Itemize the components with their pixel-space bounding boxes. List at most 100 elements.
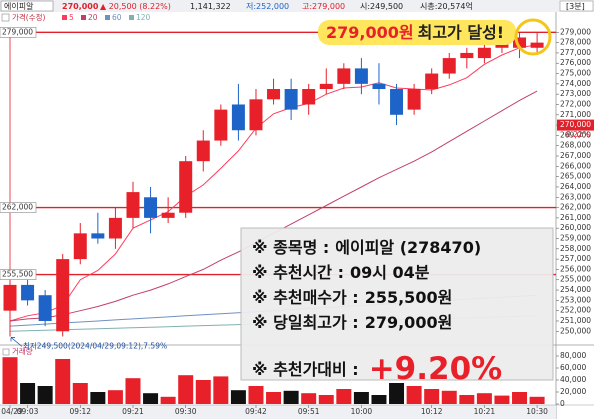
low-annotation: 최저249,500(2024/04/29,09:12),7.59%: [23, 340, 167, 350]
y-tick-label: 275,000: [560, 69, 591, 78]
info-value: 09시 04분: [350, 263, 430, 282]
legend-label: 가격(수정): [12, 12, 46, 22]
candle-body: [38, 295, 52, 321]
volume-bar: [72, 383, 88, 404]
y-tick-label: 259,000: [560, 234, 591, 243]
volume-bar: [283, 390, 299, 404]
volume-bar: [301, 393, 317, 404]
y-tick-label: 269,000: [560, 130, 591, 139]
legend-item: 60: [112, 13, 122, 22]
info-value: 255,500원: [365, 288, 453, 307]
candle-body: [196, 140, 210, 162]
day-high: 고:279,000: [302, 2, 345, 11]
volume-bar: [441, 390, 457, 404]
volume-bar: [213, 376, 229, 404]
volume-icon: [2, 348, 10, 356]
candle-body: [3, 284, 17, 311]
callout-box: [318, 20, 516, 45]
volume-bar: [494, 395, 510, 404]
volume-bar: [37, 386, 53, 404]
callout-price: 279,000원: [326, 23, 414, 42]
volume-bar: [389, 383, 405, 404]
volume-label: 거래량: [12, 347, 33, 356]
y-tick-label: 254,000: [560, 285, 591, 294]
volume-bar: [160, 396, 176, 404]
current-price-box: [557, 119, 594, 131]
y-tick-label: 260,000: [560, 223, 591, 232]
candle-body: [425, 73, 439, 90]
candle-body: [144, 197, 158, 218]
candle-body: [161, 212, 175, 218]
y-tick-label: 250,000: [560, 326, 591, 335]
y-tick-label: 267,000: [560, 151, 591, 160]
info-row: ※ 당일최고가 : 279,000원: [252, 313, 452, 332]
info-row: ※ 추천매수가 : 255,500원: [252, 288, 452, 307]
y-tick-label: 272,000: [560, 99, 591, 108]
volume-bar: [476, 393, 492, 404]
volume-bar: [178, 375, 194, 404]
volume-bar: [248, 386, 264, 404]
ma-line: [9, 44, 538, 322]
time-axis-bar: [0, 405, 556, 419]
info-row: ※ 추천가대비 : +9.20%: [252, 351, 502, 387]
info-label: ※ 추천매수가 :: [252, 288, 359, 307]
y-tick-label: 263,000: [560, 192, 591, 201]
info-row: ※ 종목명 : 에이피알 (278470): [252, 238, 481, 257]
volume-bar: [529, 396, 545, 404]
info-highlight: +9.20%: [369, 351, 503, 387]
volume-bar: [512, 392, 528, 404]
candle-body: [354, 68, 368, 84]
legend-swatch: [105, 15, 110, 20]
stock-box[interactable]: [0, 0, 54, 12]
y-tick-label: 253,000: [560, 295, 591, 304]
y-tick-label: 268,000: [560, 141, 591, 150]
info-label: ※ 당일최고가 :: [252, 313, 359, 332]
y-tick-label: 277,000: [560, 48, 591, 57]
y-tick-label: 279,000: [560, 27, 591, 36]
candle-body: [337, 68, 351, 84]
price-line-label: 262,000: [2, 203, 33, 212]
y-tick-label: 274,000: [560, 79, 591, 88]
candle-body: [249, 99, 263, 131]
market-cap: 시총:20,574억: [420, 1, 473, 11]
legend-swatch: [129, 15, 134, 20]
y-tick-label: 0: [560, 399, 565, 408]
candle-body: [267, 89, 281, 100]
y-tick-label: 258,000: [560, 244, 591, 253]
volume-bar: [195, 380, 211, 404]
price-line-label-box: [0, 27, 37, 38]
info-value: 에이피알 (278470): [335, 238, 481, 257]
y-tick-label: 251,000: [560, 316, 591, 325]
info-label: ※ 종목명 :: [252, 238, 329, 257]
y-tick-label: 256,000: [560, 264, 591, 273]
legend-item: 5: [69, 13, 74, 22]
x-tick-label: 09:21: [122, 407, 144, 416]
legend-swatch: [62, 15, 67, 20]
legend-item: 120: [136, 13, 151, 22]
y-tick-label: 276,000: [560, 58, 591, 67]
volume-bar: [143, 393, 159, 404]
x-tick-label: 10:00: [351, 407, 373, 416]
price-line-label-box: [0, 269, 37, 280]
volume-bar: [55, 359, 71, 404]
low-arrow: [10, 337, 23, 347]
y-tick-label: 80,000: [560, 351, 586, 360]
candle-body: [179, 161, 193, 213]
candle-body: [407, 89, 421, 110]
x-tick-label: 10:30: [526, 407, 548, 416]
price-line-label: 255,500: [2, 270, 33, 279]
legend-item: 20: [88, 13, 98, 22]
candle-body: [513, 37, 527, 48]
candle-body: [302, 89, 316, 105]
price: 270,000: [62, 2, 99, 11]
callout: 279,000원 최고가 달성!: [326, 23, 504, 42]
y-tick-label: 252,000: [560, 306, 591, 315]
candle-body: [530, 42, 544, 48]
candle-body: [91, 233, 105, 239]
candle-body: [390, 89, 404, 115]
x-tick-label: 09:51: [298, 407, 320, 416]
y-tick-label: 264,000: [560, 182, 591, 191]
day-low: 저:252,000: [246, 2, 289, 11]
legend-icon: [1, 13, 10, 22]
interval-box[interactable]: [559, 0, 594, 12]
